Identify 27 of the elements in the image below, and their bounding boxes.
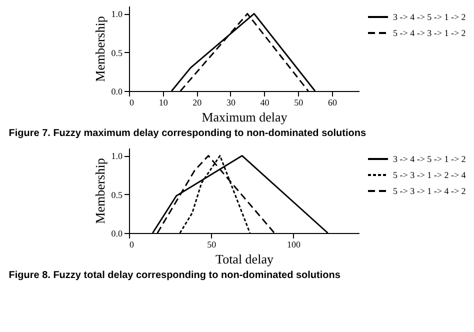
x-tick-label: 100 — [287, 240, 302, 250]
x-tick-label: 40 — [260, 98, 270, 108]
x-tick-label: 50 — [207, 240, 217, 250]
legend-label: 5 -> 3 -> 1 -> 2 -> 4 — [393, 170, 466, 180]
x-tick-label: 30 — [226, 98, 236, 108]
y-tick-label: 0.5 — [111, 190, 123, 200]
x-axis-title: Maximum delay — [202, 110, 288, 124]
x-tick-label: 0 — [130, 98, 134, 108]
x-tick-label: 50 — [294, 98, 304, 108]
y-tick-label: 1.0 — [111, 9, 123, 20]
x-axis-title: Total delay — [216, 252, 274, 266]
x-tick-label: 20 — [192, 98, 202, 108]
y-tick-label: 0.0 — [111, 86, 123, 96]
x-tick-label: 60 — [328, 98, 338, 108]
legend-label: 5 -> 3 -> 1 -> 4 -> 2 — [393, 186, 466, 196]
legend-label: 3 -> 4 -> 5 -> 1 -> 2 — [393, 154, 466, 164]
y-tick-label: 0.5 — [111, 48, 123, 58]
text: Figure 7. Fuzzy maximum delay corresponding to non-dominated solutions — [8, 128, 366, 139]
y-axis-title: Membership — [92, 158, 108, 224]
legend-label: 5 -> 4 -> 3 -> 1 -> 2 — [393, 28, 466, 38]
x-tick-label: 0 — [130, 240, 134, 250]
y-tick-label: 1.0 — [111, 151, 123, 162]
text: Figure 8. Fuzzy total delay corresponding to non-dominated solutions — [8, 270, 341, 281]
y-axis-title: Membership — [92, 16, 108, 82]
legend-label: 3 -> 4 -> 5 -> 1 -> 2 — [393, 12, 466, 22]
x-tick-label: 10 — [158, 98, 168, 108]
y-tick-label: 0.0 — [111, 228, 123, 238]
